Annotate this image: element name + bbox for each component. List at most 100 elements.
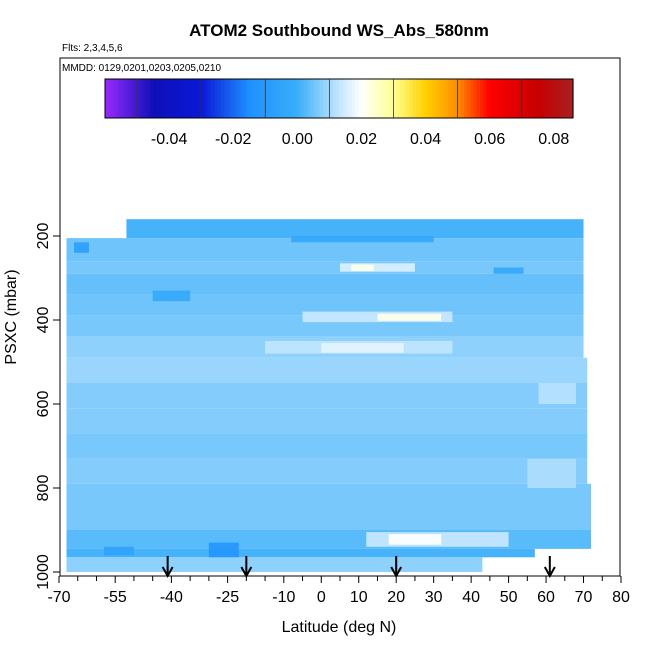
- heat-band: [66, 315, 584, 337]
- colorbar-swatch: [207, 79, 212, 118]
- dates-subtitle: MMDD: 0129,0201,0203,0205,0210: [62, 63, 221, 74]
- x-tick-label: 60: [537, 589, 555, 606]
- colorbar-swatch: [409, 79, 414, 118]
- colorbar-swatch: [431, 79, 436, 118]
- colorbar-tick-label: 0.04: [410, 131, 441, 148]
- colorbar-swatch: [121, 79, 125, 118]
- colorbar-swatch: [178, 79, 183, 118]
- x-tick-label: 80: [612, 589, 630, 606]
- colorbar-swatch: [470, 79, 475, 118]
- colorbar-swatch: [156, 79, 161, 118]
- colorbar-swatch: [547, 79, 552, 118]
- colorbar-swatch: [252, 79, 257, 118]
- colorbar-swatch: [569, 79, 574, 118]
- colorbar-swatch: [355, 79, 359, 118]
- colorbar-swatch: [460, 79, 465, 118]
- colorbar-swatch: [329, 79, 334, 118]
- colorbar-swatch: [108, 79, 113, 118]
- colorbar-swatch: [326, 79, 330, 118]
- colorbar-swatch: [194, 79, 199, 118]
- colorbar-swatch: [454, 79, 459, 118]
- colorbar-swatch: [438, 79, 443, 118]
- colorbar-swatch: [358, 79, 363, 118]
- colorbar-swatch: [399, 79, 404, 118]
- heatmap-cells: [66, 219, 592, 572]
- colorbar-swatch: [249, 79, 254, 118]
- colorbar-swatch: [210, 79, 215, 118]
- colorbar-swatch: [130, 79, 135, 118]
- colorbar-swatch: [306, 79, 311, 118]
- colorbar-tick-label: 0.08: [538, 131, 569, 148]
- heat-band: [66, 433, 588, 459]
- colorbar-swatch: [185, 79, 189, 118]
- x-tick-label: 70: [575, 589, 593, 606]
- colorbar-swatch: [467, 79, 472, 118]
- colorbar-swatch: [537, 79, 542, 118]
- x-tick-label: 40: [462, 589, 480, 606]
- colorbar-swatch: [181, 79, 186, 118]
- colorbar-swatch: [374, 79, 379, 118]
- colorbar-swatch: [342, 79, 347, 118]
- colorbar-swatch: [201, 79, 205, 118]
- colorbar-swatch: [149, 79, 154, 118]
- colorbar-swatch: [367, 79, 372, 118]
- heat-feature: [152, 290, 191, 302]
- colorbar-swatch: [226, 79, 231, 118]
- colorbar-swatch: [316, 79, 321, 118]
- colorbar-swatch: [220, 79, 225, 118]
- colorbar-tick-label: 0.02: [346, 131, 377, 148]
- colorbar-swatch: [239, 79, 244, 118]
- colorbar-swatch: [390, 79, 395, 118]
- heat-band: [66, 357, 588, 383]
- profile-arrow: [543, 556, 556, 579]
- colorbar-swatch: [300, 79, 305, 118]
- colorbar-swatch: [165, 79, 170, 118]
- colorbar-swatch: [265, 79, 270, 118]
- heat-feature: [103, 546, 134, 556]
- heat-band: [66, 483, 592, 509]
- heat-feature: [351, 264, 374, 271]
- colorbar-swatch: [521, 79, 526, 118]
- x-tick-label: 50: [500, 589, 518, 606]
- colorbar-swatch: [281, 79, 286, 118]
- colorbar-swatch: [512, 79, 516, 118]
- colorbar-swatch: [556, 79, 561, 118]
- colorbar-swatch: [213, 79, 218, 118]
- y-tick-label: 400: [35, 307, 52, 334]
- heat-feature: [493, 267, 524, 274]
- colorbar-swatch: [159, 79, 164, 118]
- colorbar-swatch: [332, 79, 337, 118]
- colorbar-swatch: [236, 79, 241, 118]
- y-axis: 200 400 600 800 1000: [35, 223, 60, 590]
- colorbar-swatch: [380, 79, 385, 118]
- colorbar-swatch: [313, 79, 318, 118]
- colorbar: -0.04 -0.02 0.00 0.02 0.04 0.06 0.08: [104, 78, 574, 148]
- x-axis-label: Latitude (deg N): [282, 619, 397, 636]
- colorbar-swatch: [284, 79, 289, 118]
- colorbar-swatch: [419, 79, 423, 118]
- heat-band: [66, 548, 535, 558]
- colorbar-swatch: [480, 79, 484, 118]
- colorbar-swatch: [287, 79, 292, 118]
- colorbar-swatch: [274, 79, 279, 118]
- colorbar-swatch: [486, 79, 491, 118]
- y-tick-label: 200: [35, 223, 52, 250]
- colorbar-tick-label: 0.06: [474, 131, 505, 148]
- colorbar-frame: [104, 78, 574, 119]
- y-tick-label: 1000: [35, 554, 52, 590]
- x-tick-label: 10: [350, 589, 368, 606]
- colorbar-swatch: [518, 79, 523, 118]
- colorbar-swatch: [361, 79, 366, 118]
- colorbar-swatch: [566, 79, 571, 118]
- colorbar-swatch: [175, 79, 180, 118]
- colorbar-swatch: [124, 79, 129, 118]
- colorbar-swatch: [105, 79, 109, 118]
- colorbar-swatch: [496, 79, 500, 118]
- heat-band: [66, 261, 584, 274]
- x-tick-label: -70: [47, 589, 70, 606]
- colorbar-swatch: [246, 79, 250, 118]
- colorbar-swatch: [111, 79, 116, 118]
- colorbar-swatch: [364, 79, 369, 118]
- heat-feature: [208, 542, 239, 558]
- heat-feature: [527, 458, 577, 488]
